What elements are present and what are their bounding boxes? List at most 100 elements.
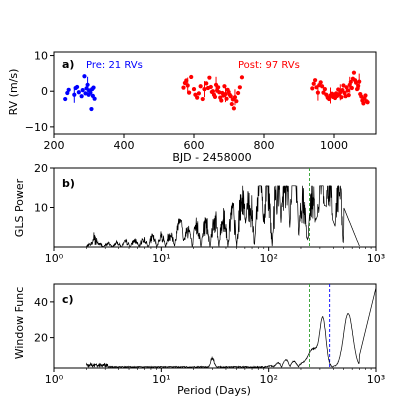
x-tick-label: 200 bbox=[44, 139, 65, 152]
data-point bbox=[361, 101, 366, 106]
data-point bbox=[185, 83, 190, 88]
data-point bbox=[75, 84, 80, 90]
x-tick-label: 10¹ bbox=[152, 252, 170, 265]
data-point bbox=[208, 84, 213, 90]
data-point bbox=[210, 89, 215, 94]
data-point bbox=[318, 80, 323, 85]
data-point bbox=[357, 79, 362, 84]
pre-annotation: Pre: 21 RVs bbox=[86, 60, 143, 71]
panel-c-ylabel: Window Func bbox=[13, 287, 26, 360]
data-point bbox=[65, 90, 70, 96]
series-line bbox=[86, 185, 360, 249]
data-point bbox=[202, 86, 207, 92]
data-point bbox=[198, 84, 203, 89]
data-point bbox=[236, 90, 241, 96]
data-point bbox=[216, 85, 221, 90]
data-point bbox=[363, 93, 368, 98]
x-tick-label: 10² bbox=[259, 252, 277, 265]
y-tick-label: 10 bbox=[34, 202, 48, 215]
data-point bbox=[359, 94, 364, 99]
data-point bbox=[365, 100, 370, 105]
data-point bbox=[311, 81, 316, 86]
data-point bbox=[79, 94, 84, 99]
data-point bbox=[313, 78, 318, 83]
data-point bbox=[229, 101, 234, 107]
x-tick-label: 600 bbox=[184, 139, 205, 152]
panel-b-ylabel: GLS Power bbox=[13, 178, 26, 237]
data-point bbox=[66, 87, 71, 92]
panel-c-label: c) bbox=[62, 293, 74, 306]
data-point bbox=[200, 96, 205, 102]
data-point bbox=[217, 90, 222, 95]
data-point bbox=[355, 86, 360, 92]
data-point bbox=[76, 90, 81, 95]
x-tick-label: 10³ bbox=[367, 373, 385, 386]
panel-a-ylabel: RV (m/s) bbox=[7, 69, 20, 116]
data-point bbox=[349, 85, 354, 91]
x-tick-label: 10⁰ bbox=[45, 373, 64, 386]
x-tick-label: 400 bbox=[114, 139, 135, 152]
data-point bbox=[234, 99, 239, 104]
y-tick-label: −10 bbox=[25, 121, 48, 134]
data-point bbox=[82, 74, 87, 79]
data-point bbox=[195, 95, 200, 100]
data-point bbox=[219, 98, 224, 103]
x-tick-label: 10³ bbox=[367, 252, 385, 265]
data-point bbox=[339, 95, 344, 100]
y-tick-label: 40 bbox=[34, 296, 48, 309]
data-point bbox=[228, 94, 233, 99]
y-tick-label: 20 bbox=[34, 162, 48, 175]
panel-a-xlabel: BJD - 2458000 bbox=[172, 151, 251, 164]
data-point bbox=[223, 91, 228, 97]
data-point bbox=[315, 90, 320, 95]
data-point bbox=[346, 93, 351, 98]
panel-b-gls: b) GLS Power 10⁰ 10¹ 10² 10³ 10 20 bbox=[13, 162, 385, 265]
data-point bbox=[343, 94, 348, 99]
data-point bbox=[92, 96, 97, 101]
data-point bbox=[224, 96, 229, 101]
data-point bbox=[91, 85, 96, 90]
data-point bbox=[344, 85, 349, 90]
plot-frame bbox=[53, 167, 377, 248]
data-point bbox=[88, 90, 93, 95]
data-point bbox=[351, 70, 357, 75]
data-point bbox=[181, 85, 186, 90]
data-point bbox=[320, 84, 325, 89]
post-annotation: Post: 97 RVs bbox=[238, 60, 300, 71]
data-point bbox=[232, 95, 238, 100]
data-point bbox=[207, 75, 212, 80]
data-point bbox=[83, 91, 88, 96]
panel-c-window: c) Window Func Period (Days) 10⁰ 10¹ 10² 10… bbox=[13, 283, 385, 397]
data-point bbox=[310, 86, 315, 91]
data-point bbox=[322, 86, 327, 92]
data-point bbox=[72, 92, 77, 97]
data-point bbox=[341, 83, 346, 88]
data-point bbox=[342, 90, 347, 96]
series-post bbox=[181, 70, 370, 111]
data-point bbox=[204, 81, 209, 86]
y-tick-label: 0 bbox=[41, 85, 48, 98]
data-point bbox=[212, 94, 218, 100]
y-tick-label: 20 bbox=[34, 332, 48, 345]
data-point bbox=[237, 85, 242, 90]
series-pre bbox=[63, 74, 97, 112]
data-point bbox=[80, 88, 85, 93]
x-tick-label: 10⁰ bbox=[45, 252, 64, 265]
data-point bbox=[345, 88, 350, 93]
data-point bbox=[239, 75, 245, 80]
data-point bbox=[187, 90, 192, 95]
data-point bbox=[189, 74, 194, 80]
x-tick-label: 1000 bbox=[320, 139, 348, 152]
panel-c-xlabel: Period (Days) bbox=[177, 384, 251, 397]
data-point bbox=[231, 106, 236, 111]
data-point bbox=[353, 80, 359, 85]
panel-b-label: b) bbox=[62, 177, 75, 190]
panel-a-rv: a) Pre: 21 RVs Post: 97 RVs RV (m/s) BJD… bbox=[7, 50, 377, 164]
x-tick-label: 800 bbox=[254, 139, 275, 152]
y-tick-label: 10 bbox=[34, 50, 48, 63]
data-point bbox=[196, 91, 201, 96]
series-line bbox=[85, 287, 377, 369]
x-tick-label: 10¹ bbox=[152, 373, 170, 386]
panel-a-label: a) bbox=[62, 58, 74, 71]
